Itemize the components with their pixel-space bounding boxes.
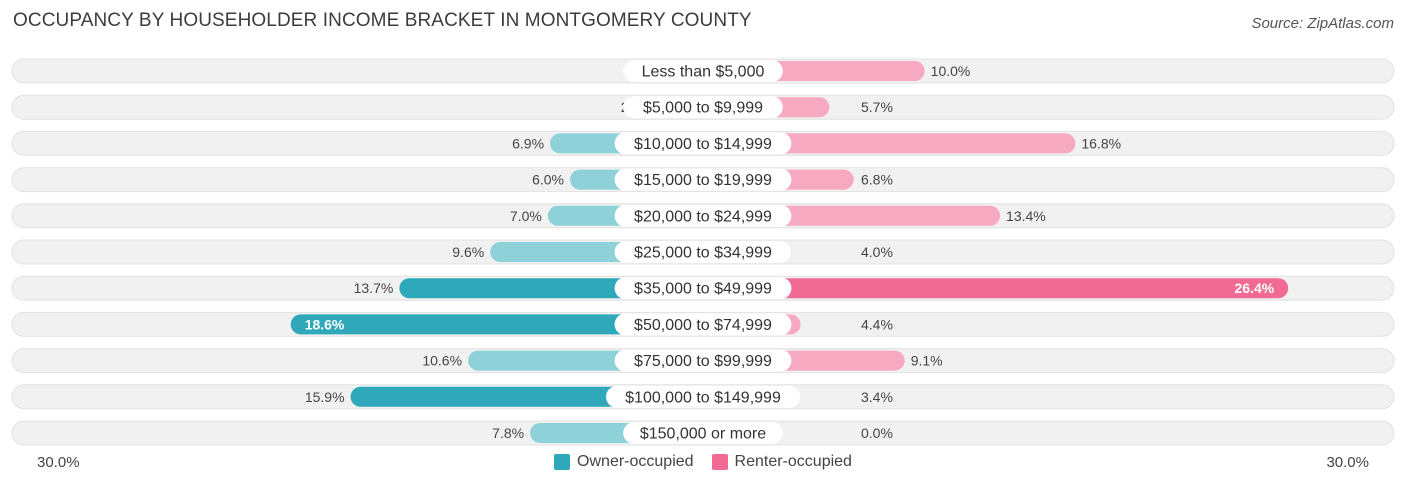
category-label: $75,000 to $99,999 (634, 353, 772, 370)
category-label-pill (614, 204, 792, 227)
owner-bar[interactable] (290, 314, 703, 335)
category-label: Less than $5,000 (642, 64, 765, 81)
bar-row: 7.0% 13.4% $20,000 to $24,999 (11, 203, 1395, 229)
bar-row: 6.9% 16.8% $10,000 to $14,999 (11, 130, 1395, 156)
renter-value-label: 13.4% (1006, 208, 1046, 224)
axis-right-label: 30.0% (1326, 454, 1369, 471)
owner-value-label: 7.0% (510, 208, 542, 224)
category-label-pill (614, 241, 792, 263)
renter-bar[interactable] (703, 133, 1076, 154)
source-label: Source: ZipAtlas.com (1251, 15, 1394, 32)
legend: Owner-occupied Renter-occupied (0, 453, 1406, 471)
bar-row: 15.9% 3.4% $100,000 to $149,999 (11, 384, 1395, 410)
owner-value-label: 7.8% (492, 425, 524, 441)
category-label: $5,000 to $9,999 (643, 100, 763, 117)
category-label-pill (623, 422, 783, 444)
renter-value-label: 9.1% (911, 353, 943, 369)
legend-swatch-owner (554, 454, 571, 470)
category-label-pill (614, 313, 792, 336)
chart-area: 1.9%10.0%Less than $5,0002.0%5.7%$5,000 … (11, 58, 1395, 446)
renter-bar[interactable] (703, 278, 1289, 299)
category-label-pill (614, 349, 792, 372)
category-label: $20,000 to $24,999 (634, 208, 772, 225)
owner-value-label: 18.6% (305, 316, 345, 332)
category-label-pill (614, 277, 792, 300)
category-label-pill (606, 385, 800, 408)
category-label: $35,000 to $49,999 (634, 281, 772, 298)
category-label: $100,000 to $149,999 (625, 389, 781, 406)
category-label-pill (623, 60, 783, 82)
legend-label-owner: Owner-occupied (577, 453, 694, 470)
owner-value-label: 6.9% (512, 135, 544, 151)
owner-value-label: 15.9% (305, 389, 345, 405)
renter-value-label: 3.4% (861, 389, 893, 405)
category-label: $50,000 to $74,999 (634, 317, 772, 334)
legend-swatch-renter (711, 454, 728, 470)
bar-row: 13.7% 26.4% $35,000 to $49,999 (11, 275, 1395, 301)
renter-value-label: 26.4% (1234, 280, 1274, 296)
bar-row: 1.9%10.0%Less than $5,000 (11, 58, 1395, 84)
axis-left-label: 30.0% (37, 454, 80, 471)
owner-value-label: 13.7% (354, 280, 394, 296)
bar-row: 10.6% 9.1% $75,000 to $99,999 (11, 348, 1395, 374)
category-label: $150,000 or more (640, 426, 766, 443)
owner-value-label: 9.6% (452, 244, 484, 260)
owner-value-label: 10.6% (422, 353, 462, 369)
category-label-pill (614, 132, 792, 155)
renter-value-label: 4.4% (861, 316, 893, 332)
renter-value-label: 10.0% (931, 63, 971, 79)
bar-row: 6.0% 6.8% $15,000 to $19,999 (11, 167, 1395, 193)
owner-value-label: 6.0% (532, 172, 564, 188)
legend-item-owner[interactable]: Owner-occupied (554, 453, 694, 471)
legend-label-renter: Renter-occupied (734, 453, 852, 470)
renter-value-label: 6.8% (861, 172, 893, 188)
category-label-pill (614, 168, 792, 191)
legend-item-renter[interactable]: Renter-occupied (711, 453, 852, 471)
renter-value-label: 16.8% (1081, 135, 1121, 151)
bar-row: 2.0%5.7%$5,000 to $9,999 (11, 94, 1395, 120)
category-label: $15,000 to $19,999 (634, 172, 772, 189)
category-label-pill (623, 96, 783, 119)
renter-value-label: 0.0% (861, 425, 893, 441)
chart-title: OCCUPANCY BY HOUSEHOLDER INCOME BRACKET … (13, 10, 752, 31)
category-label: $25,000 to $34,999 (634, 245, 772, 262)
renter-value-label: 5.7% (861, 99, 893, 115)
bar-row: 9.6% 4.0% $25,000 to $34,999 (11, 239, 1395, 265)
category-label: $10,000 to $14,999 (634, 136, 772, 153)
bar-row: 7.8% 0.0% $150,000 or more (11, 420, 1395, 446)
bar-row: 18.6% 4.4% $50,000 to $74,999 (11, 311, 1395, 337)
renter-value-label: 4.0% (861, 244, 893, 260)
